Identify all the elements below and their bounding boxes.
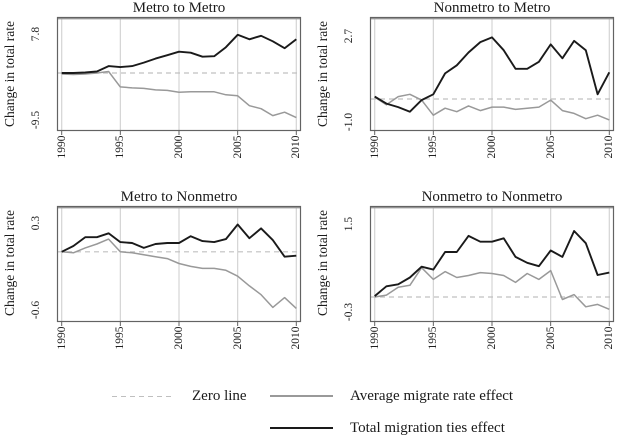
y-tick-label: 7.8 bbox=[30, 27, 42, 42]
average-rate-swatch-icon bbox=[270, 395, 333, 397]
x-tick-label: 1995 bbox=[427, 326, 440, 350]
y-tick-label: 1.5 bbox=[343, 216, 355, 231]
x-tick-label: 2005 bbox=[231, 135, 244, 159]
x-tick-label: 2010 bbox=[290, 135, 303, 159]
legend-item-average-rate: Average migrate rate effect bbox=[270, 388, 513, 404]
y-tick-label: -1.0 bbox=[343, 113, 355, 132]
plot-nonmetro-to-metro bbox=[369, 16, 615, 135]
x-tick-label: 2000 bbox=[486, 135, 498, 159]
zero-line-swatch-icon bbox=[112, 395, 175, 397]
y-tick-label: 0.3 bbox=[30, 215, 42, 230]
x-tick-label: 2000 bbox=[173, 135, 185, 159]
y-axis-label: Change in total rate bbox=[2, 209, 17, 317]
total-ties-swatch-icon bbox=[270, 426, 333, 430]
panel-nonmetro-to-nonmetro: Nonmetro to Nonmetro Change in total rat… bbox=[313, 189, 625, 359]
plot-metro-to-nonmetro bbox=[56, 205, 302, 326]
x-tick-label: 1990 bbox=[55, 135, 68, 159]
y-axis-label: Change in total rate bbox=[315, 209, 330, 317]
y-tick-label: -9.5 bbox=[30, 110, 42, 130]
y-axis-label: Change in total rate bbox=[315, 20, 330, 128]
legend: Zero line Average migrate rate effect To… bbox=[0, 380, 625, 439]
x-tick-label: 2010 bbox=[290, 326, 303, 350]
panel-metro-to-metro: Metro to Metro Change in total rate 7.8 -… bbox=[0, 0, 312, 170]
y-tick-label: -0.6 bbox=[30, 301, 42, 320]
x-tick-label: 1990 bbox=[55, 326, 68, 350]
plot-metro-to-metro bbox=[56, 16, 302, 135]
panel-title-metro-to-metro: Metro to Metro bbox=[132, 0, 226, 16]
x-tick-label: 2000 bbox=[173, 326, 185, 350]
x-tick-label: 2005 bbox=[544, 326, 557, 350]
panel-metro-to-nonmetro: Metro to Nonmetro Change in total rate 0… bbox=[0, 189, 312, 359]
legend-label-total-ties: Total migration ties effect bbox=[350, 419, 505, 436]
y-tick-label: 2.7 bbox=[343, 29, 355, 44]
legend-label-zero-line: Zero line bbox=[192, 387, 247, 404]
panel-title-metro-to-nonmetro: Metro to Nonmetro bbox=[120, 189, 238, 205]
legend-label-average-rate: Average migrate rate effect bbox=[350, 387, 514, 404]
legend-item-total-ties: Total migration ties effect bbox=[270, 420, 505, 436]
x-tick-label: 2010 bbox=[603, 326, 616, 350]
x-tick-label: 1995 bbox=[114, 326, 127, 350]
x-tick-label: 1990 bbox=[368, 135, 381, 159]
panel-title-nonmetro-to-metro: Nonmetro to Metro bbox=[433, 0, 551, 16]
y-axis-label: Change in total rate bbox=[2, 20, 17, 128]
panel-nonmetro-to-metro: Nonmetro to Metro Change in total rate 2… bbox=[313, 0, 625, 170]
x-tick-label: 2005 bbox=[231, 326, 244, 350]
x-tick-label: 2005 bbox=[544, 135, 557, 159]
x-tick-label: 2010 bbox=[603, 135, 616, 159]
panel-title-nonmetro-to-nonmetro: Nonmetro to Nonmetro bbox=[421, 189, 563, 205]
x-tick-label: 2000 bbox=[486, 326, 498, 350]
x-tick-label: 1995 bbox=[427, 135, 440, 159]
plot-nonmetro-to-nonmetro bbox=[369, 205, 615, 326]
y-tick-label: -0.3 bbox=[343, 302, 355, 321]
legend-item-zero-line: Zero line bbox=[112, 388, 247, 404]
x-tick-label: 1995 bbox=[114, 135, 127, 159]
x-tick-label: 1990 bbox=[368, 326, 381, 350]
